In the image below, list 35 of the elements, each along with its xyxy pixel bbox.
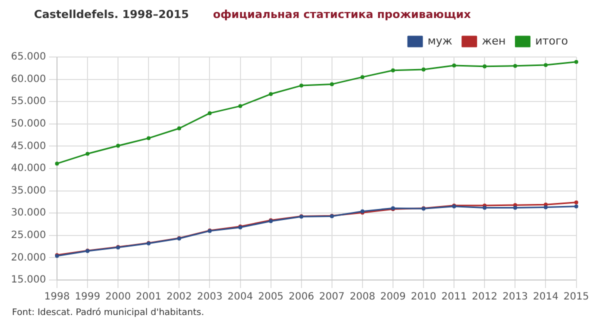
chart-subtitle: официальная статистика проживающих	[212, 8, 471, 21]
x-tick-label: 2001	[136, 292, 162, 303]
y-tick-label: 30.000	[10, 208, 46, 219]
x-tick-label: 2004	[228, 292, 253, 303]
x-tick-label: 2000	[105, 292, 131, 303]
x-tick-label: 2005	[258, 292, 284, 303]
y-tick-label: 25.000	[10, 230, 46, 241]
x-tick-label: 2013	[502, 292, 528, 303]
x-tick-label: 2002	[166, 292, 192, 303]
chart-title: Castelldefels. 1998–2015	[34, 8, 189, 21]
y-tick-label: 15.000	[10, 274, 46, 286]
y-tick-label: 35.000	[10, 185, 46, 196]
y-tick-label: 60.000	[10, 74, 46, 85]
x-tick-label: 2006	[288, 292, 314, 303]
x-tick-label: 1999	[74, 292, 100, 303]
x-tick-label: 2012	[472, 292, 498, 303]
x-tick-label: 2010	[410, 292, 436, 303]
y-tick-label: 65.000	[10, 52, 46, 63]
y-tick-label: 45.000	[10, 140, 46, 152]
y-tick-label: 50.000	[10, 118, 46, 130]
x-tick-label: 2008	[350, 292, 376, 303]
x-tick-label: 1998	[44, 292, 70, 303]
legend-label: жен	[482, 34, 506, 48]
legend-label: муж	[428, 34, 452, 48]
x-tick-label: 2003	[196, 292, 222, 303]
x-tick-label: 2009	[380, 292, 406, 303]
legend-label: итого	[535, 34, 568, 48]
y-tick-label: 40.000	[10, 163, 46, 174]
y-tick-label: 55.000	[10, 96, 46, 108]
y-tick-label: 20.000	[10, 252, 46, 264]
x-tick-label: 2015	[564, 292, 589, 303]
x-tick-label: 2007	[319, 292, 345, 303]
x-tick-label: 2014	[533, 292, 558, 303]
text: Font: Idescat. Padró municipal d'habitants.	[12, 308, 206, 318]
x-tick-label: 2011	[441, 292, 467, 303]
